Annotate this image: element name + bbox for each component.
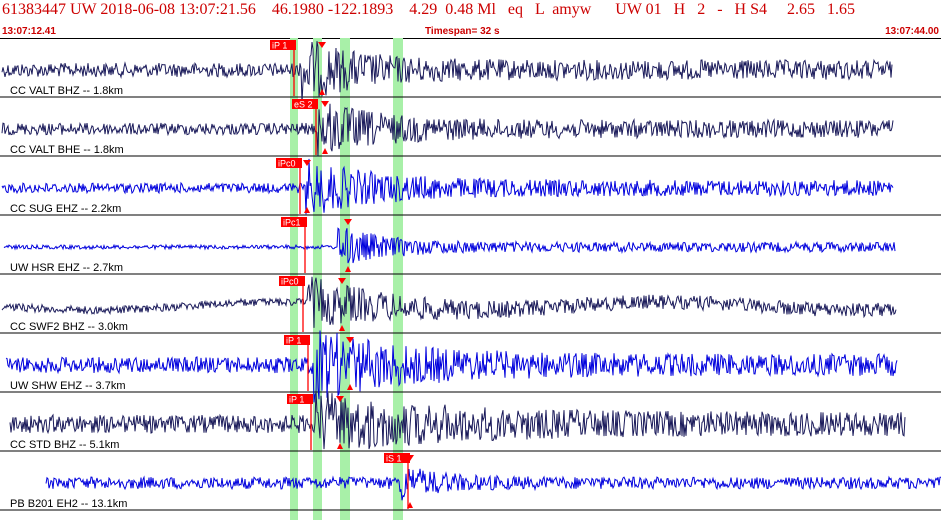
pick-label: iPc0 [278,159,296,169]
marker-triangle-icon [407,502,413,508]
end-time: 13:07:44.00 [885,26,939,37]
waveform [1,103,894,157]
pick-label-box[interactable] [279,276,305,286]
marker-triangle-icon [337,443,343,449]
marker-triangle-icon [319,89,325,95]
waveform [9,390,906,450]
marker-triangle-icon[interactable] [346,337,354,343]
waveform [1,276,897,328]
trace-row[interactable]: iP 1 CC STD BHZ -- 5.1km [0,390,941,452]
analysis-window-4 [393,38,403,520]
event-summary-line: 61383447 UW 2018-06-08 13:07:21.56 46.19… [2,1,855,18]
marker-triangle-icon[interactable] [321,101,329,107]
waveform [1,41,893,104]
marker-triangle-icon [347,384,353,390]
pick-label-box[interactable] [270,40,296,50]
trace-row[interactable]: iP 1 UW SHW EHZ -- 3.7km [0,330,941,403]
station-label: UW SHW EHZ -- 3.7km [10,380,126,392]
pick-label-box[interactable] [276,158,302,168]
pick-label: iP 1 [289,395,304,405]
marker-triangle-icon[interactable] [336,396,344,402]
trace-row[interactable]: iPc0 CC SUG EHZ -- 2.2km [0,158,941,216]
pick-label-box[interactable] [284,335,310,345]
pick-label: iS 1 [386,454,402,464]
pick-label-box[interactable] [287,394,313,404]
station-label: CC SUG EHZ -- 2.2km [10,203,121,215]
station-label: UW HSR EHZ -- 2.7km [10,262,123,274]
pick-label-box[interactable] [384,453,410,463]
marker-triangle-icon [304,207,310,213]
station-label: PB B201 EH2 -- 13.1km [10,498,127,510]
station-label: CC SWF2 BHZ -- 3.0km [10,321,128,333]
waveform [1,158,894,215]
start-time: 13:07:12.41 [2,26,56,37]
station-label: CC VALT BHE -- 1.8km [10,144,124,156]
trace-row[interactable]: iP 1 CC VALT BHZ -- 1.8km [0,40,941,104]
pick-label: iPc1 [283,218,301,228]
waveform [45,468,941,501]
marker-triangle-icon[interactable] [338,278,346,284]
trace-row[interactable]: eS 2 CC VALT BHE -- 1.8km [0,99,941,157]
trace-row[interactable]: iS 1 PB B201 EH2 -- 13.1km [0,453,941,511]
marker-triangle-icon [345,266,351,272]
analysis-window-2 [313,38,322,520]
pick-label-box[interactable] [292,99,318,109]
pick-label: eS 2 [294,100,313,110]
pick-label: iP 1 [286,336,301,346]
pick-label: iPc0 [281,277,299,287]
marker-triangle-icon[interactable] [318,42,326,48]
pick-label-box[interactable] [281,217,307,227]
trace-row[interactable]: iPc1 UW HSR EHZ -- 2.7km [0,217,941,275]
marker-triangle-icon[interactable] [344,219,352,225]
trace-row[interactable]: iPc0 CC SWF2 BHZ -- 3.0km [0,276,941,334]
station-label: CC VALT BHZ -- 1.8km [10,85,123,97]
seismogram-panel[interactable]: iP 1 CC VALT BHZ -- 1.8km eS 2 CC VALT BHE … [0,38,941,520]
waveform [5,330,898,403]
marker-triangle-icon[interactable] [303,160,311,166]
header-bar: 61383447 UW 2018-06-08 13:07:21.56 46.19… [0,0,941,39]
waveform [3,227,896,264]
station-label: CC STD BHZ -- 5.1km [10,439,119,451]
marker-triangle-icon[interactable] [406,455,414,461]
pick-label: iP 1 [272,41,287,51]
timespan-label: Timespan= 32 s [425,26,500,37]
marker-triangle-icon [322,148,328,154]
marker-triangle-icon [339,325,345,331]
